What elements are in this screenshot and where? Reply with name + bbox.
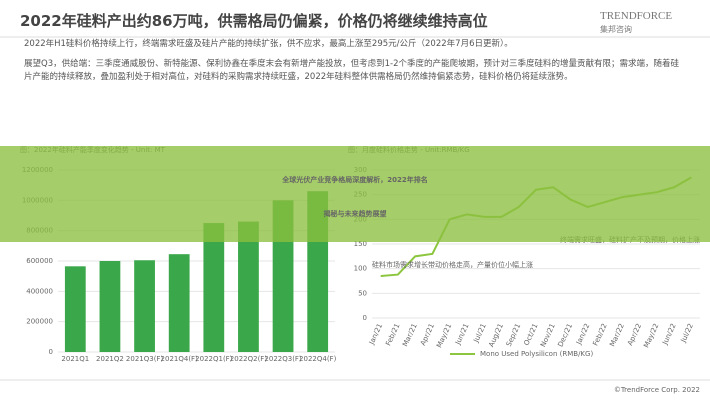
y-tick-label: 200000 bbox=[26, 318, 53, 326]
x-tick-label: Jul/21 bbox=[472, 322, 488, 344]
x-tick-label: Jan/21 bbox=[367, 322, 384, 346]
y-tick-label: 400000 bbox=[26, 287, 53, 295]
banner bbox=[0, 146, 710, 242]
logo: TRENDFORCE bbox=[600, 10, 673, 22]
y-tick-label: 0 bbox=[363, 314, 367, 322]
y-tick-label: 50 bbox=[358, 289, 367, 297]
x-tick-label: 2022Q1(F) bbox=[195, 355, 233, 363]
x-tick-label: Jan/22 bbox=[574, 322, 591, 346]
bar bbox=[64, 266, 86, 352]
x-tick-label: Mar/21 bbox=[401, 322, 419, 348]
bar bbox=[168, 254, 190, 352]
x-tick-label: 2022Q4(F) bbox=[299, 355, 337, 363]
x-tick-label: Feb/21 bbox=[384, 322, 401, 347]
y-tick-label: 0 bbox=[49, 348, 53, 356]
x-tick-label: Jul/22 bbox=[679, 322, 695, 344]
x-tick-label: Nov/21 bbox=[539, 322, 557, 348]
y-tick-label: 150 bbox=[354, 240, 367, 248]
bar bbox=[99, 261, 121, 352]
bar bbox=[203, 223, 225, 352]
x-tick-label: Apr/22 bbox=[626, 322, 643, 347]
x-tick-label: Mar/22 bbox=[608, 322, 626, 348]
x-tick-label: 2022Q2(F) bbox=[230, 355, 268, 363]
x-tick-label: 2021Q4(F) bbox=[161, 355, 199, 363]
x-tick-label: 2021Q2 bbox=[96, 355, 124, 363]
banner-text: 全球光伏产业竞争格局深度解析，2022年排名 bbox=[281, 175, 427, 184]
y-tick-label: 100 bbox=[354, 265, 367, 273]
annotation: 硅料市场需求增长带动价格走高，产量价位小幅上涨 bbox=[372, 260, 533, 269]
legend-label: Mono Used Polysilicon (RMB/KG) bbox=[480, 350, 593, 358]
x-tick-label: Sep/21 bbox=[505, 322, 523, 348]
logo-sub: 集邦咨询 bbox=[600, 25, 632, 34]
title: 2022年硅料产出约86万吨，供需格局仍偏紧，价格仍将继续维持高位 bbox=[20, 12, 488, 30]
bar bbox=[134, 260, 155, 352]
bullet: 展望Q3，供给端：三季度通威股份、新特能源、保利协鑫在季度末会有新增产能投放，但… bbox=[24, 59, 679, 82]
x-tick-label: Oct/21 bbox=[522, 322, 539, 347]
x-tick-label: Aug/21 bbox=[487, 322, 505, 348]
bar bbox=[238, 221, 259, 352]
footer: ©TrendForce Corp. 2022 bbox=[614, 386, 700, 394]
x-tick-label: 2022Q3(F) bbox=[264, 355, 302, 363]
x-tick-label: Jun/22 bbox=[661, 322, 678, 346]
y-tick-label: 600000 bbox=[26, 257, 53, 265]
x-tick-label: Dec/21 bbox=[556, 322, 574, 348]
x-tick-label: Jun/21 bbox=[454, 322, 471, 346]
x-tick-label: Apr/21 bbox=[419, 322, 436, 347]
banner-text: 揭秘与未来趋势展望 bbox=[324, 209, 387, 218]
x-tick-label: 2021Q3(F) bbox=[126, 355, 164, 363]
x-tick-label: May/21 bbox=[435, 322, 453, 349]
bullet: 2022年H1硅料价格持续上行，终端需求旺盛及硅片产能的持续扩张，供不应求，最高… bbox=[24, 39, 513, 49]
x-tick-label: Feb/22 bbox=[591, 322, 608, 347]
x-tick-label: 2021Q1 bbox=[61, 355, 89, 363]
x-tick-label: May/22 bbox=[642, 322, 660, 349]
